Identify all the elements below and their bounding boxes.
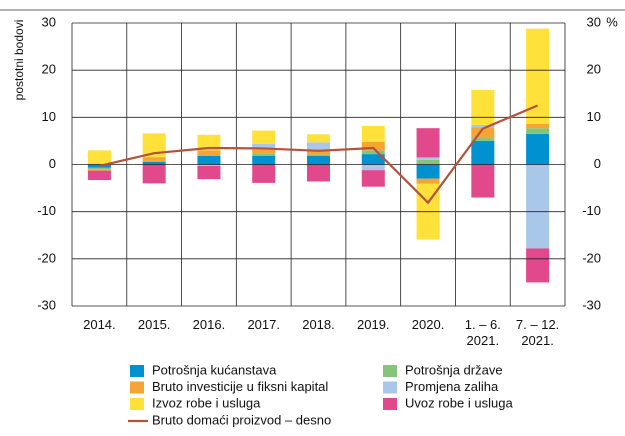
y-tick-label: 20 — [42, 62, 56, 77]
bar-segment — [87, 170, 111, 181]
y2-tick-label: 30 — [587, 14, 601, 29]
bar-segment — [306, 154, 331, 157]
line-series — [99, 104, 539, 205]
bar-segment — [361, 164, 385, 171]
bar-segment — [252, 149, 276, 154]
x-tick-label: 7. – 12. 2021. — [516, 317, 559, 348]
bar-segment — [526, 28, 550, 124]
bar-segment — [416, 178, 440, 184]
legend-swatch — [130, 398, 144, 410]
bar-segment — [526, 133, 550, 165]
legend-label: Izvoz robe i usluga — [152, 395, 261, 410]
bar-segment — [416, 159, 440, 165]
bar-segment — [197, 155, 221, 157]
bar-segment — [361, 150, 385, 155]
bar-segment — [252, 153, 276, 157]
bar-segment — [87, 167, 111, 170]
legend-label: Promjena zaliha — [405, 379, 499, 394]
bar-segment — [361, 170, 385, 187]
bar-segment — [306, 134, 331, 143]
bar-segment — [361, 154, 385, 165]
x-tick-label: 2020. — [412, 317, 445, 332]
y-tick-label: -20 — [37, 250, 56, 265]
bar-segment — [142, 157, 166, 162]
legend-swatch — [383, 398, 397, 410]
bar-segment — [471, 124, 495, 128]
bar-segment — [526, 123, 550, 129]
bar-segment — [87, 163, 111, 165]
y2-axis-label: % — [606, 14, 618, 29]
bar-segment — [197, 134, 221, 151]
legend-label: Bruto investicije u fiksni kapital — [152, 379, 328, 394]
bar-segment — [87, 169, 111, 171]
legend-label: Potrošnja kućanstava — [152, 362, 277, 377]
legend-swatch — [130, 365, 144, 377]
bar-segment — [471, 140, 495, 165]
bar-segment — [87, 164, 111, 168]
bar-segment — [471, 164, 495, 198]
bar-segment — [252, 130, 276, 144]
x-tick-label: 1. – 6. 2021. — [465, 317, 501, 348]
x-tick-label: 2018. — [302, 317, 335, 332]
bar-segment — [526, 128, 550, 134]
y-tick-label: 30 — [42, 14, 56, 29]
legend-label: Bruto domaći proizvod – desno — [152, 412, 331, 427]
bar-segment — [87, 150, 111, 164]
y-tick-label: -10 — [37, 203, 56, 218]
bar-segment — [252, 164, 276, 183]
bar-segment — [526, 164, 550, 249]
bar-segment — [306, 142, 331, 151]
bar-segment — [361, 141, 385, 151]
legend-swatch — [383, 381, 397, 394]
bar-segment — [416, 164, 440, 179]
y-tick-label: -30 — [37, 297, 56, 312]
y2-tick-label: -30 — [582, 297, 601, 312]
bar-segment — [306, 156, 331, 165]
y2-tick-label: 0 — [594, 156, 601, 171]
y2-tick-label: -10 — [582, 203, 601, 218]
legend-swatch — [383, 365, 397, 377]
x-tick-label: 2016. — [193, 317, 226, 332]
legend-swatch — [130, 381, 144, 394]
bar-segment — [197, 156, 221, 165]
y-tick-label: 10 — [42, 109, 56, 124]
x-tick-label: 2017. — [247, 317, 280, 332]
bar-segment — [142, 161, 166, 165]
y-axis-label: postotni bodovi — [12, 20, 26, 101]
x-tick-label: 2019. — [357, 317, 390, 332]
bar-segment — [197, 165, 221, 180]
legend-label: Uvoz robe i usluga — [405, 395, 513, 410]
bar-segment — [416, 128, 440, 158]
bar-segment — [142, 133, 166, 157]
bar-segment — [361, 125, 385, 142]
y2-tick-label: -20 — [582, 250, 601, 265]
bar-segment — [526, 248, 550, 283]
bar-segment — [197, 150, 221, 156]
bar-segment — [471, 127, 495, 139]
bar-segment — [416, 157, 440, 160]
bar-segment — [197, 164, 221, 166]
legend-label: Potrošnja države — [405, 362, 503, 377]
y-tick-label: 0 — [49, 156, 56, 171]
bar-segment — [306, 164, 331, 182]
x-tick-label: 2015. — [138, 317, 171, 332]
bar-segment — [471, 89, 495, 125]
bar-segment — [252, 156, 276, 165]
bar-segment — [306, 150, 331, 155]
bar-segment — [471, 138, 495, 141]
bar-segment — [252, 143, 276, 150]
bar-segment — [142, 164, 166, 184]
y2-tick-label: 20 — [587, 62, 601, 77]
x-tick-label: 2014. — [83, 317, 116, 332]
y2-tick-label: 10 — [587, 109, 601, 124]
